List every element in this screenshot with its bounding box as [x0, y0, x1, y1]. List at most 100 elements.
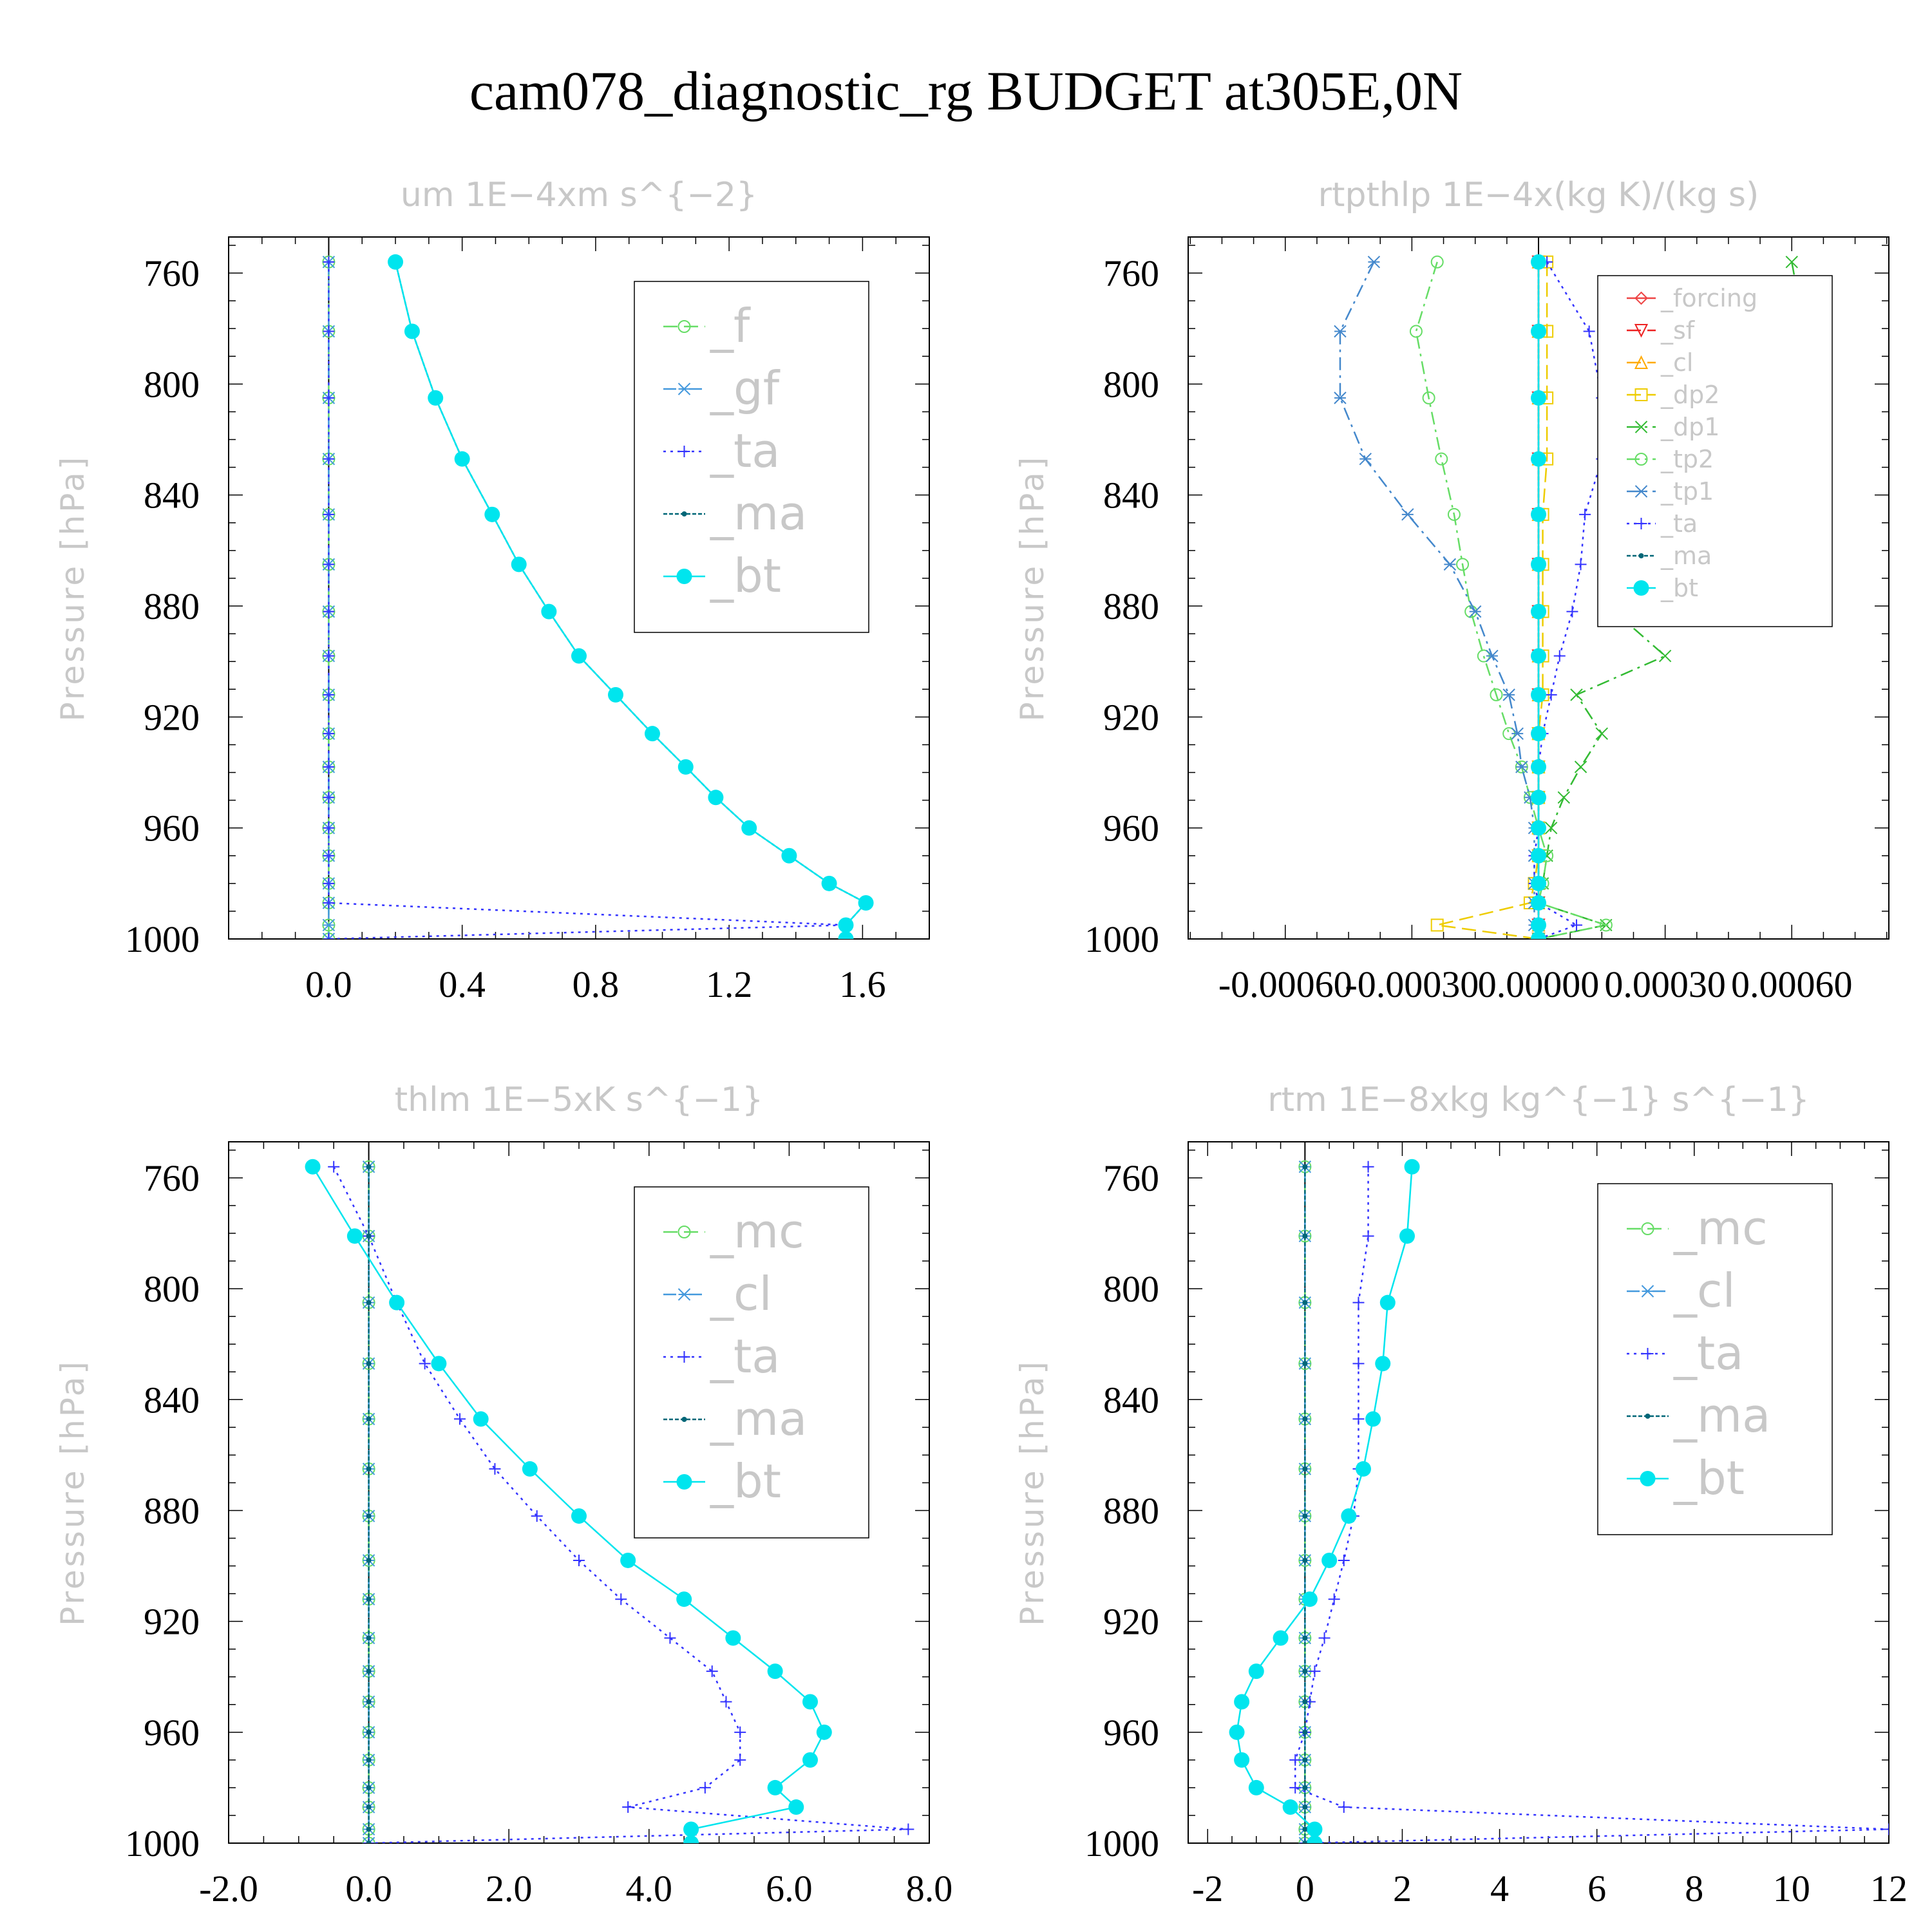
legend-label: _tp1 — [1660, 477, 1714, 506]
y-tick-label: 1000 — [1084, 918, 1159, 960]
y-tick-label: 880 — [144, 1490, 200, 1531]
data-point_bt — [767, 1663, 783, 1680]
legend-label: _tp2 — [1660, 445, 1714, 473]
series-line_tp1 — [1339, 261, 1540, 939]
data-point_ta — [1328, 1593, 1340, 1605]
x-tick-label: -2.0 — [199, 1868, 258, 1909]
data-point_bt — [1404, 1159, 1420, 1175]
data-point_ma — [366, 1785, 372, 1790]
plot-frame — [228, 236, 930, 940]
y-tick-label: 760 — [1103, 252, 1159, 294]
x-tick-label: -2 — [1192, 1868, 1223, 1909]
data-point_ma — [1302, 1729, 1308, 1735]
x-tick-label: 0.00060 — [1731, 963, 1853, 1005]
data-point_ma — [366, 1416, 372, 1422]
legend-label: _cl — [710, 1267, 772, 1321]
data-point_ma — [366, 1361, 372, 1367]
data-point_ma — [1302, 1513, 1308, 1519]
data-point_bt — [708, 790, 724, 806]
data-point_ta — [323, 650, 335, 662]
y-tick-label: 1000 — [125, 1823, 200, 1864]
x-tick-label: 4 — [1490, 1868, 1509, 1909]
legend-marker — [1634, 291, 1648, 305]
data-point_ma — [1302, 1557, 1308, 1563]
data-point_bt — [1531, 687, 1546, 703]
x-tick-label: 1.2 — [706, 963, 753, 1005]
x-tick-label: -0.00060 — [1218, 963, 1352, 1005]
data-point_bt — [741, 820, 757, 836]
data-point_ta — [1289, 1754, 1302, 1766]
legend-label: _gf — [710, 361, 781, 415]
legend-marker — [1634, 453, 1648, 466]
legend-label: _dp1 — [1660, 413, 1719, 441]
data-point_bt — [1234, 1694, 1250, 1710]
data-point_ma — [1302, 1826, 1308, 1832]
legend-label: _bt — [1673, 1451, 1745, 1505]
data-point_bt — [644, 726, 660, 742]
panel-3: thlm 1E−5xK s^{−1} Pressure [hPa] -2.0 0.0 2… — [54, 1081, 952, 1909]
data-point_ma — [366, 1699, 372, 1705]
y-tick-label: 800 — [144, 363, 200, 405]
legend: _mc _cl _ta _ma _bt — [1597, 1183, 1833, 1535]
data-point_tp2 — [1430, 255, 1444, 269]
y-tick-label: 960 — [144, 1712, 200, 1754]
data-point_tp2 — [1422, 391, 1435, 404]
data-point_ta — [489, 1463, 501, 1475]
figure-title: cam078_diagnostic_rg BUDGET at305E,0N — [469, 60, 1463, 122]
data-point_bt — [454, 451, 470, 467]
y-tick-label: 920 — [1103, 1601, 1159, 1643]
data-point_ma — [366, 1669, 372, 1674]
data-point_bt — [858, 895, 874, 911]
y-axis-label: Pressure [hPa] — [54, 1359, 91, 1626]
data-point_ta — [323, 791, 335, 804]
series-line_ta — [333, 1166, 909, 1843]
y-tick-label: 880 — [1103, 585, 1159, 627]
data-point_ta — [699, 1781, 711, 1794]
data-point_tp1 — [1334, 325, 1347, 338]
data-point_ta — [328, 1160, 340, 1173]
data-point_ta — [323, 508, 335, 520]
y-axis-label: Pressure [hPa] — [1014, 455, 1051, 722]
data-point_bt — [1321, 1552, 1338, 1568]
legend-marker — [1640, 1471, 1656, 1486]
data-point_ta — [1883, 1823, 1889, 1835]
panel-title: rtpthlp 1E−4x(kg K)/(kg s) — [1318, 176, 1759, 214]
legend-box — [634, 1186, 869, 1539]
x-tick-label: 6.0 — [766, 1868, 813, 1909]
legend-marker — [678, 1351, 690, 1363]
data-point_tp2 — [1435, 452, 1448, 466]
legend-marker — [1642, 1348, 1654, 1359]
data-point_bt — [1531, 603, 1546, 620]
data-point_dp1 — [1574, 761, 1587, 773]
legend-marker — [677, 320, 691, 333]
data-point_ta — [323, 761, 335, 773]
data-point_ta — [454, 1413, 466, 1425]
data-point_bt — [1248, 1663, 1264, 1680]
data-point_ta — [323, 558, 335, 571]
data-point_tp1 — [1359, 452, 1372, 466]
data-point_tp1 — [1401, 508, 1414, 521]
data-point_bt — [1531, 648, 1546, 664]
data-point_ta — [615, 1593, 627, 1605]
data-point_ta — [419, 1358, 431, 1370]
data-point_bt — [1273, 1630, 1289, 1646]
legend-marker — [1634, 485, 1648, 498]
data-point_bt — [541, 603, 557, 620]
data-point_ta — [1352, 1413, 1365, 1425]
y-tick-label: 840 — [144, 1379, 200, 1421]
data-point_bt — [571, 648, 587, 664]
legend-marker — [676, 569, 692, 584]
data-point_ma — [1302, 1635, 1308, 1641]
data-point_ta — [664, 1632, 676, 1644]
x-tick-label: 0.00000 — [1478, 963, 1600, 1005]
data-point_ta — [902, 1823, 914, 1835]
legend-label: _mc — [1673, 1201, 1768, 1255]
data-point_dp1 — [1544, 821, 1558, 835]
y-tick-label: 880 — [144, 585, 200, 627]
data-point_tp2 — [1456, 558, 1470, 571]
data-point_ma — [1302, 1804, 1308, 1810]
data-point_bt — [1531, 875, 1546, 891]
data-point_ma — [366, 1635, 372, 1641]
panel-2: rtpthlp 1E−4x(kg K)/(kg s) Pressure [hPa]… — [1014, 176, 1889, 1005]
data-point_bt — [620, 1552, 636, 1568]
